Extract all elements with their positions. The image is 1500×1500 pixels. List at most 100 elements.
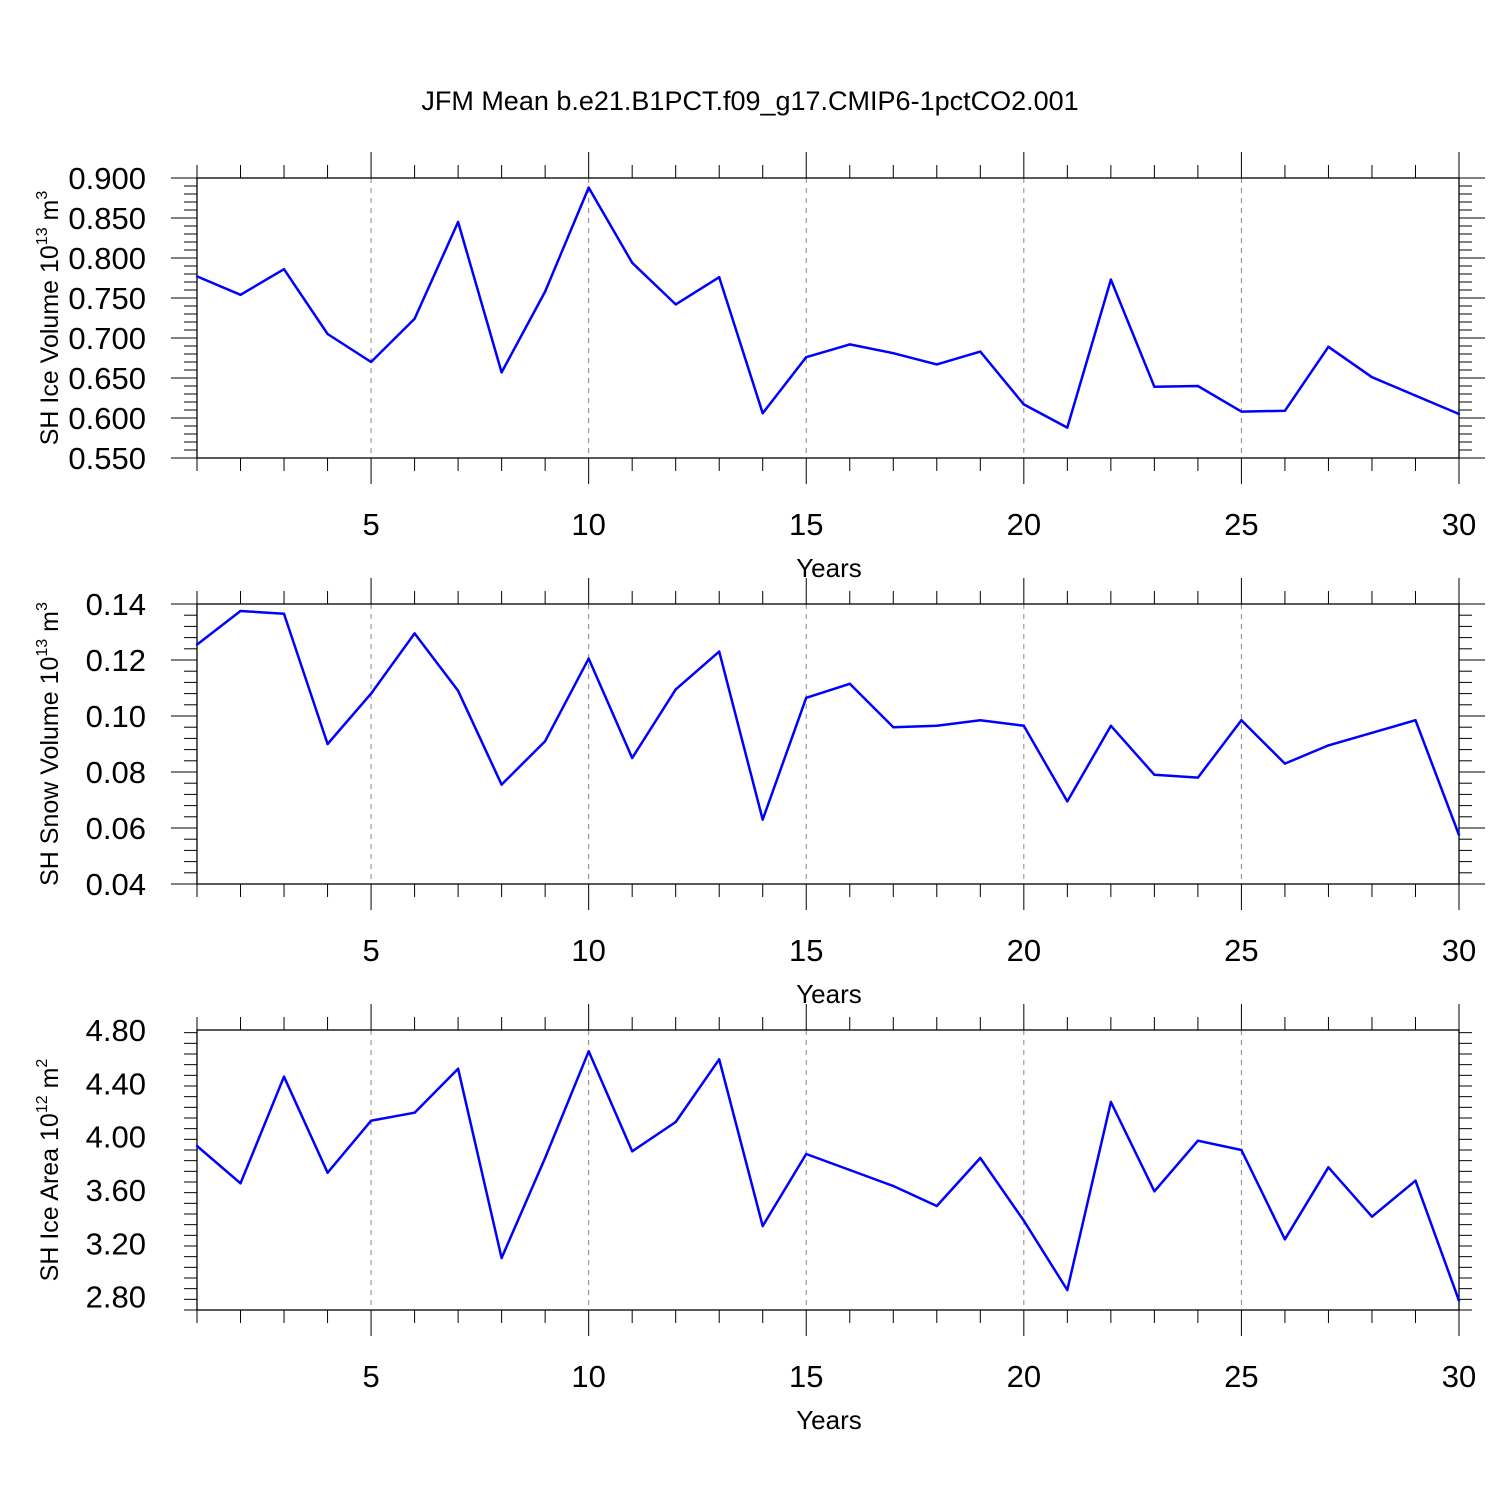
chart-panel-2: 5 10 15 20 25 30 Years 0.04 0.06 0.08 0.10 0.12 0.14… [34, 578, 1485, 1009]
y-axis-label-part: 12 [34, 1095, 51, 1113]
data-point [500, 1256, 503, 1260]
data-point [543, 740, 547, 743]
data-point [674, 688, 677, 691]
data-point [979, 719, 982, 722]
y-tick-label: 4.80 [86, 1013, 146, 1048]
data-point [1370, 376, 1374, 379]
page-title: JFM Mean b.e21.B1PCT.f09_g17.CMIP6-1pctC… [421, 86, 1079, 116]
data-point [1414, 1179, 1417, 1182]
data-point [413, 1111, 416, 1114]
plot-frame [196, 1029, 1460, 1311]
y-axis-label: SH Ice Area 1012 m2 [34, 1059, 64, 1282]
y-tick-label: 0.08 [86, 755, 146, 790]
y-axis-label-part: m [36, 1068, 64, 1096]
x-axis-label: Years [796, 979, 862, 1009]
y-tick-label: 0.06 [86, 811, 146, 846]
data-point [1283, 762, 1287, 765]
data-point [1414, 719, 1417, 722]
series-line [196, 609, 1461, 836]
chart-panel-3: 5 10 15 20 25 30 Years 2.80 3.20 3.60 4.00 4.40 4.80… [34, 1004, 1476, 1435]
y-axis-label-part: SH Ice Volume 10 [36, 245, 64, 445]
data-point [239, 293, 242, 296]
plot-frame [196, 603, 1460, 885]
y-tick-label: 0.850 [68, 201, 146, 236]
data-point [587, 657, 590, 660]
data-point [1109, 724, 1113, 727]
data-point [1457, 1299, 1461, 1302]
y-axis-label-part: 2 [34, 1059, 51, 1068]
data-point [1196, 776, 1200, 779]
data-point [674, 303, 677, 306]
data-point [195, 275, 199, 278]
data-point [1457, 412, 1461, 416]
y-axis-label: SH Ice Volume 1013 m3 [34, 191, 64, 446]
data-point [369, 692, 373, 695]
y-axis-label: SH Snow Volume 1013 m3 [34, 602, 64, 886]
y-tick-label: 2.80 [86, 1280, 146, 1315]
y-tick-label: 0.600 [68, 401, 146, 436]
y-tick-label: 0.550 [68, 441, 146, 476]
data-point [848, 682, 851, 685]
y-axis-label-part: 13 [34, 227, 51, 245]
data-point [805, 696, 808, 699]
y-axis-label-part: 13 [34, 639, 51, 657]
data-point [413, 317, 416, 320]
x-tick-label: 5 [362, 507, 379, 542]
x-tick-label: 20 [1007, 507, 1041, 542]
data-point [848, 343, 851, 346]
data-point [1414, 394, 1417, 397]
data-point [718, 276, 721, 279]
data-point [1283, 1238, 1287, 1241]
data-point [369, 360, 373, 364]
data-point [1240, 410, 1243, 413]
data-point [326, 332, 329, 336]
data-point [1283, 409, 1287, 412]
x-tick-label: 15 [789, 1359, 823, 1394]
y-tick-label: 0.900 [68, 161, 146, 196]
data-point [1457, 833, 1461, 837]
data-point [935, 724, 938, 727]
chart-panel-1: 5 10 15 20 25 30 Years 0.550 0.600 0.650 0.700 0.75… [34, 152, 1485, 583]
data-point [456, 1067, 460, 1070]
data-point [1370, 731, 1374, 734]
data-point [1109, 1100, 1113, 1104]
data-point [805, 1152, 808, 1156]
data-point [979, 350, 982, 353]
x-tick-label: 5 [362, 1359, 379, 1394]
data-point [761, 818, 764, 821]
y-tick-label: 0.04 [86, 867, 146, 902]
data-point [1022, 403, 1026, 406]
data-point [892, 1184, 895, 1188]
series-line [196, 1050, 1461, 1302]
y-axis-label-part: SH Ice Area 10 [36, 1113, 64, 1281]
data-point [892, 726, 895, 729]
data-point [1370, 1215, 1374, 1218]
data-point [674, 1120, 677, 1124]
x-tick-label: 20 [1007, 1359, 1041, 1394]
y-tick-label: 4.40 [86, 1066, 146, 1101]
data-point [282, 612, 286, 615]
y-tick-label: 0.650 [68, 361, 146, 396]
data-point [718, 1058, 721, 1061]
y-tick-label: 3.20 [86, 1226, 146, 1261]
data-point [1066, 1288, 1069, 1292]
x-tick-label: 25 [1224, 933, 1258, 968]
data-point [1153, 773, 1156, 776]
data-point [543, 1156, 547, 1160]
data-point [239, 609, 242, 613]
data-point [1022, 724, 1026, 727]
data-point [543, 290, 547, 293]
data-point [630, 756, 634, 760]
data-point [195, 643, 199, 646]
x-tick-label: 30 [1442, 507, 1476, 542]
data-point [1066, 426, 1069, 429]
data-point [1196, 384, 1200, 388]
y-tick-label: 0.750 [68, 281, 146, 316]
data-point [413, 632, 416, 635]
y-axis-label-part: 3 [34, 191, 51, 200]
data-point [500, 783, 503, 786]
data-point [369, 1119, 373, 1122]
data-point [892, 352, 895, 355]
x-axis-label: Years [796, 553, 862, 583]
